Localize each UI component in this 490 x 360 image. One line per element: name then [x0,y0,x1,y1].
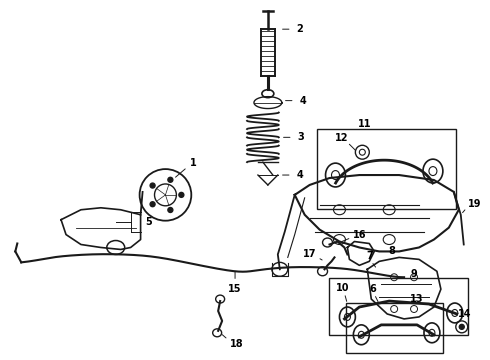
Text: 12: 12 [335,133,348,143]
Text: 15: 15 [228,284,242,294]
Ellipse shape [168,177,173,182]
Text: 19: 19 [468,199,482,209]
Ellipse shape [150,202,155,207]
Text: 4: 4 [299,96,306,105]
Text: 13: 13 [410,294,424,304]
Text: 8: 8 [389,247,395,256]
Ellipse shape [168,207,173,212]
Text: 1: 1 [190,158,196,168]
Text: 16: 16 [353,230,366,239]
Text: 17: 17 [303,249,317,260]
Text: 3: 3 [297,132,304,142]
Text: 10: 10 [336,283,349,293]
Ellipse shape [179,192,184,197]
Ellipse shape [459,324,464,329]
Text: 18: 18 [230,339,244,349]
Ellipse shape [150,183,155,188]
Text: 4: 4 [296,170,303,180]
Text: 9: 9 [411,269,417,279]
Text: 7: 7 [366,251,373,261]
Text: 14: 14 [458,309,471,319]
Text: 2: 2 [296,24,303,34]
Text: 11: 11 [358,120,371,130]
Text: 5: 5 [145,217,152,227]
Text: 6: 6 [369,284,376,294]
